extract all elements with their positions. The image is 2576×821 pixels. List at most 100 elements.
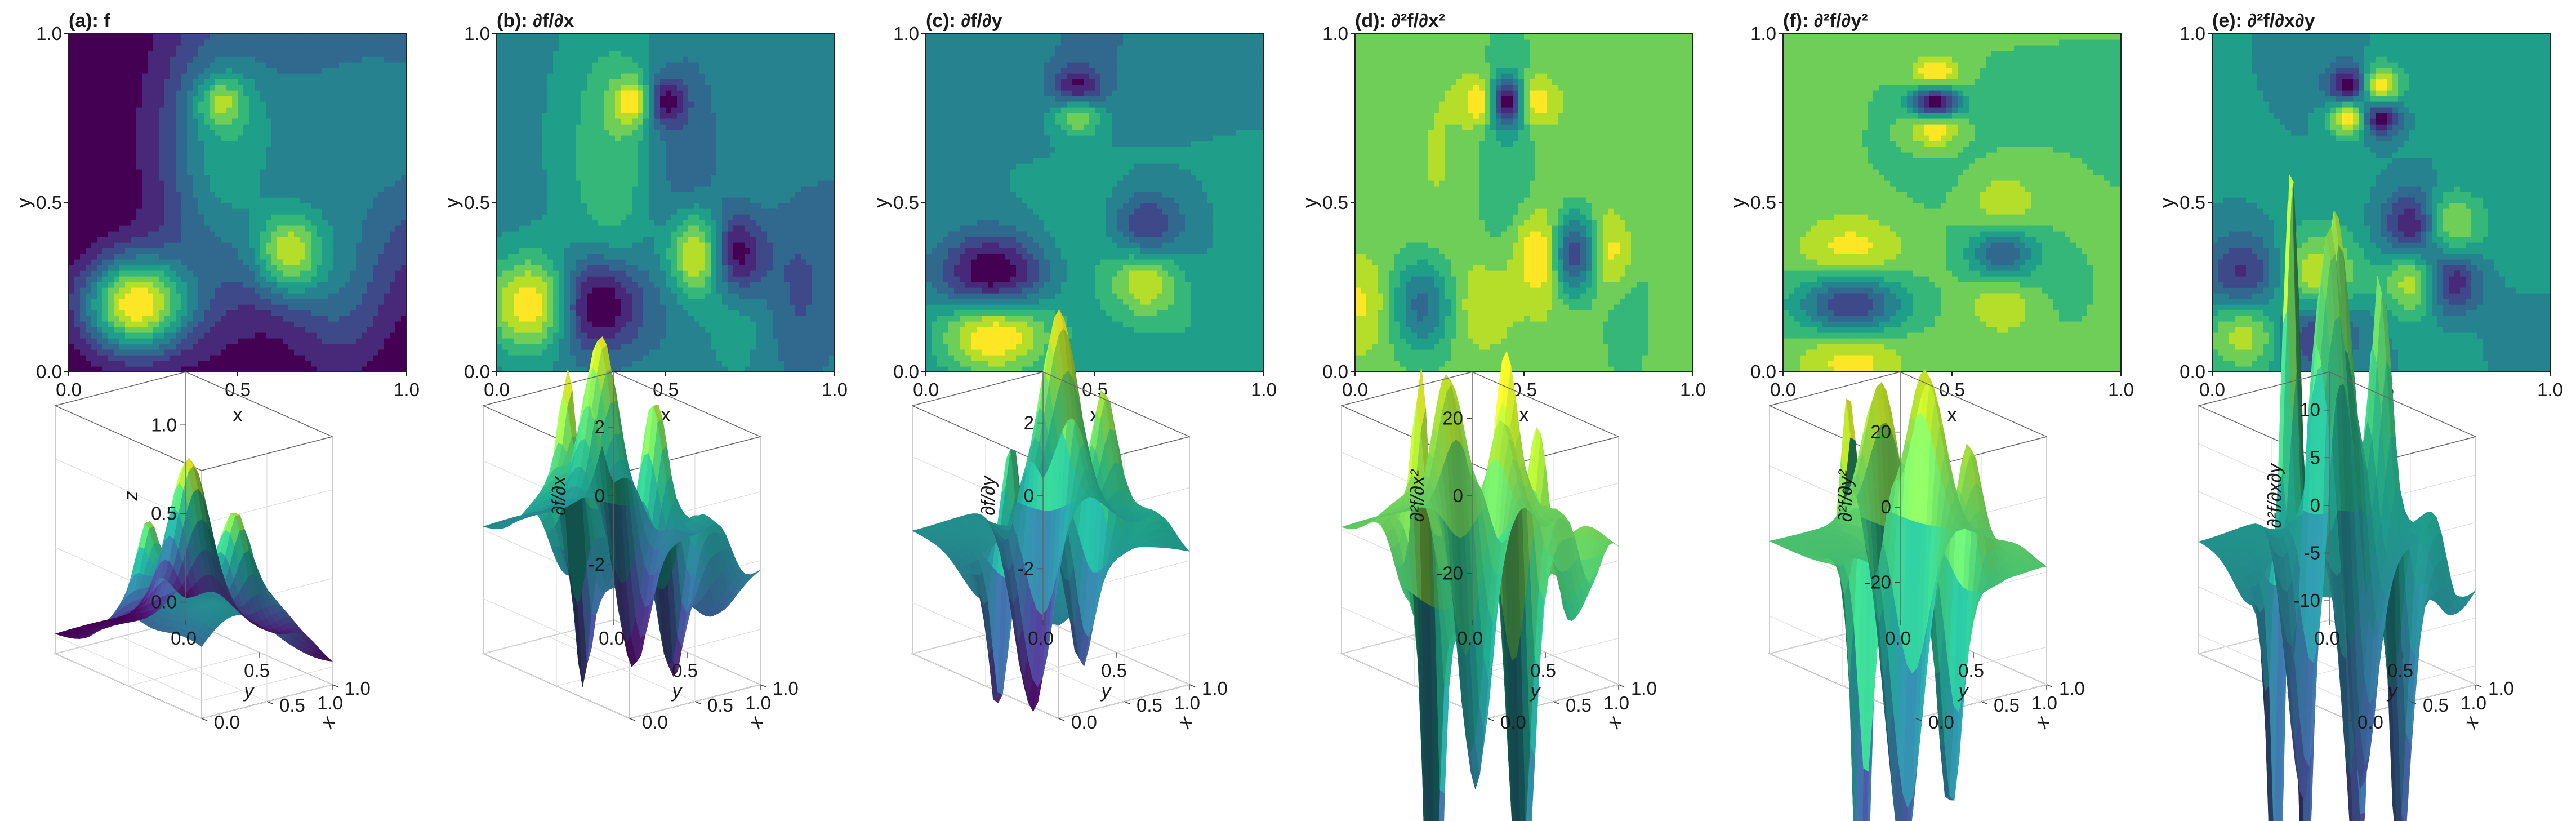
contour-cell [210,332,216,339]
contour-cell [688,327,694,333]
contour-cell [722,259,728,265]
contour-cell [801,344,807,350]
contour-cell [187,310,193,316]
contour-cell [773,327,779,333]
contour-cell [255,248,261,254]
contour-cell [193,180,199,187]
contour-cell [801,254,807,260]
contour-cell [356,147,362,153]
contour-cell [328,349,334,356]
contour-cell [694,327,700,333]
contour-cell [74,186,81,192]
contour-cell [339,242,345,248]
contour-cell [86,220,92,226]
contour-cell [745,355,751,361]
contour-cell [142,68,148,74]
contour-cell [621,270,627,277]
contour-cell [277,152,283,158]
contour-cell [694,299,700,305]
contour-cell [587,259,593,265]
contour-cell [260,96,266,102]
contour-cell [333,163,340,170]
contour-cell [266,34,272,40]
contour-cell [187,113,193,119]
contour-cell [559,361,565,367]
contour-cell [733,293,739,299]
contour-cell [790,248,796,254]
contour-cell [243,214,249,220]
contour-cell [311,203,317,209]
contour-cell [384,310,390,316]
contour-cell [373,90,379,96]
contour-cell [153,85,159,91]
contour-cell [390,73,396,79]
contour-cell [519,304,525,310]
contour-cell [74,259,81,265]
contour-cell [587,282,593,288]
contour-cell [159,304,165,310]
contour-cell [806,259,813,265]
contour-cell [91,56,97,63]
contour-cell [277,299,283,305]
contour-cell [187,332,193,339]
contour-cell [739,259,745,265]
contour-cell [283,321,289,327]
contour-cell [790,254,796,260]
contour-cell [525,332,531,339]
contour-cell [266,332,272,339]
contour-cell [277,175,283,181]
contour-cell [547,254,554,260]
contour-cell [773,276,779,282]
contour-cell [119,186,126,192]
contour-cell [91,51,97,57]
contour-cell [328,90,334,96]
contour-cell [519,366,525,372]
contour-cell [390,237,396,243]
contour-cell [671,299,678,305]
contour-cell [367,349,373,356]
contour-cell [333,259,340,265]
contour-cell [170,265,176,271]
contour-cell [164,124,171,130]
contour-cell [300,265,306,271]
contour-cell [210,231,216,237]
contour-cell [542,361,548,367]
contour-cell [243,310,249,316]
contour-cell [761,366,768,372]
contour-cell [255,321,261,327]
contour-cell [677,282,683,288]
contour-cell [350,344,356,350]
contour-cell [508,293,514,299]
contour-cell [238,169,244,175]
contour-cell [153,56,159,63]
contour-cell [131,361,137,367]
contour-cell [119,203,126,209]
contour-cell [305,299,311,305]
contour-cell [339,237,345,243]
contour-cell [756,338,762,344]
contour-cell [119,158,126,164]
contour-cell [654,259,661,265]
contour-cell [91,73,97,79]
contour-cell [587,344,593,350]
contour-cell [745,310,751,316]
contour-cell [176,34,182,40]
contour-cell [69,197,75,203]
contour-cell [119,113,126,119]
contour-cell [97,62,103,68]
contour-cell [108,62,114,68]
contour-cell [322,304,328,310]
contour-cell [384,107,390,113]
contour-cell [108,366,114,372]
contour-cell [378,287,385,294]
contour-cell [125,276,131,282]
contour-cell [102,203,109,209]
contour-cell [69,169,75,175]
contour-cell [159,276,165,282]
contour-cell [176,135,182,141]
contour-cell [384,45,390,51]
contour-cell [373,259,379,265]
contour-cell [750,316,756,322]
contour-cell [210,242,216,248]
contour-cell [756,310,762,316]
